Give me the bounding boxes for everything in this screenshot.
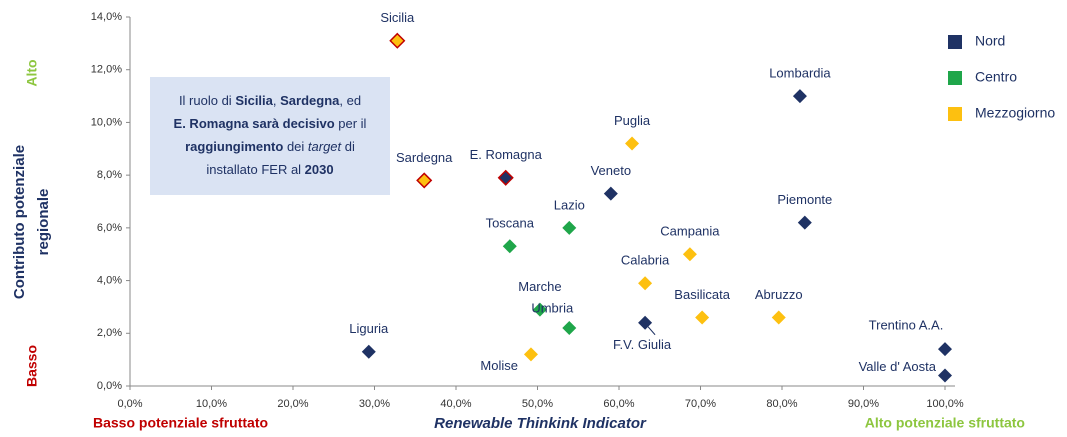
- point: [771, 310, 786, 325]
- y-axis-label: regionale: [35, 189, 52, 256]
- annotation-segment: target: [308, 139, 343, 154]
- x-tick-label: 0,0%: [117, 398, 142, 410]
- point: [389, 32, 406, 49]
- legend-marker: [948, 71, 962, 85]
- annotation: Il ruolo di Sicilia, Sardegna, ed E. Roma…: [174, 93, 367, 177]
- annotation-box: [150, 77, 390, 195]
- y-low-label: Basso: [24, 345, 40, 387]
- x-tick-label: 60,0%: [603, 398, 634, 410]
- point: [562, 321, 577, 336]
- point-label: Piemonte: [777, 192, 832, 207]
- x-tick-label: 20,0%: [277, 398, 308, 410]
- point-label: Lombardia: [769, 66, 831, 81]
- point: [682, 247, 697, 262]
- point: [497, 169, 514, 186]
- annotation-segment: raggiungimento: [185, 139, 283, 154]
- annotation-segment: Il ruolo di: [179, 93, 235, 108]
- point-label: Lazio: [554, 197, 585, 212]
- point: [638, 276, 653, 291]
- point-label: E. Romagna: [470, 147, 543, 162]
- legend-marker: [948, 35, 962, 49]
- point: [938, 342, 952, 357]
- point-label: Calabria: [621, 253, 670, 268]
- point-label: Campania: [660, 224, 720, 239]
- x-tick-label: 30,0%: [359, 398, 390, 410]
- annotation-segment: Sardegna: [280, 93, 340, 108]
- point-label: Veneto: [591, 163, 632, 178]
- annotation-segment: 2030: [305, 162, 334, 177]
- annotation-segment: installato FER al: [206, 162, 304, 177]
- annotation-segment: Sicilia: [235, 93, 273, 108]
- point-label: Puglia: [614, 113, 651, 128]
- point-label: Valle d' Aosta: [859, 359, 937, 374]
- x-tick-label: 50,0%: [522, 398, 553, 410]
- y-tick-label: 12,0%: [91, 64, 122, 76]
- leader-line: [647, 326, 656, 336]
- x-low-label: Basso potenziale sfruttato: [93, 415, 268, 431]
- y-tick-label: 14,0%: [91, 11, 122, 23]
- legend-label: Centro: [975, 69, 1017, 85]
- point: [523, 347, 538, 362]
- point-label: Marche: [518, 279, 561, 294]
- point: [695, 310, 710, 325]
- point: [562, 220, 577, 235]
- point: [603, 186, 618, 201]
- annotation-segment: di: [341, 139, 355, 154]
- point: [502, 239, 517, 254]
- point-label: Sicilia: [380, 10, 415, 25]
- y-axis-label: Contributo potenziale: [11, 145, 28, 299]
- legend-label: Mezzogiorno: [975, 105, 1055, 121]
- y-tick-label: 6,0%: [97, 222, 122, 234]
- x-tick-label: 10,0%: [196, 398, 227, 410]
- point: [416, 172, 433, 189]
- annotation-segment: , ed: [339, 93, 361, 108]
- point: [361, 344, 376, 359]
- x-axis-label: Renewable Thinkink Indicator: [434, 415, 647, 432]
- x-tick-label: 90,0%: [848, 398, 879, 410]
- point: [625, 136, 640, 151]
- annotation-segment: ,: [273, 93, 280, 108]
- point-label: Molise: [480, 358, 518, 373]
- point-label: Umbria: [531, 300, 574, 315]
- point-label: F.V. Giulia: [613, 337, 672, 352]
- point-label: Liguria: [349, 321, 389, 336]
- y-tick-label: 8,0%: [97, 169, 122, 181]
- annotation-segment: dei: [283, 139, 308, 154]
- x-tick-label: 40,0%: [440, 398, 471, 410]
- x-tick-label: 70,0%: [685, 398, 716, 410]
- point-label: Trentino A.A.: [869, 318, 944, 333]
- y-tick-label: 10,0%: [91, 116, 122, 128]
- point: [638, 315, 653, 330]
- annotation-segment: E. Romagna sarà decisivo: [174, 116, 335, 131]
- y-tick-label: 0,0%: [97, 380, 122, 392]
- y-tick-label: 2,0%: [97, 327, 122, 339]
- point: [792, 89, 807, 104]
- legend-marker: [948, 107, 962, 121]
- legend-label: Nord: [975, 33, 1005, 49]
- point-label: Sardegna: [396, 150, 453, 165]
- y-high-label: Alto: [24, 59, 40, 86]
- annotation-segment: per il: [335, 116, 367, 131]
- x-tick-label: 80,0%: [766, 398, 797, 410]
- point-label: Toscana: [486, 216, 535, 231]
- x-tick-label: 100,0%: [926, 398, 964, 410]
- point: [532, 302, 547, 317]
- point: [797, 215, 812, 230]
- y-tick-label: 4,0%: [97, 274, 122, 286]
- point-label: Abruzzo: [755, 287, 803, 302]
- point-label: Basilicata: [674, 287, 730, 302]
- point: [938, 368, 952, 383]
- x-high-label: Alto potenziale sfruttato: [865, 415, 1025, 431]
